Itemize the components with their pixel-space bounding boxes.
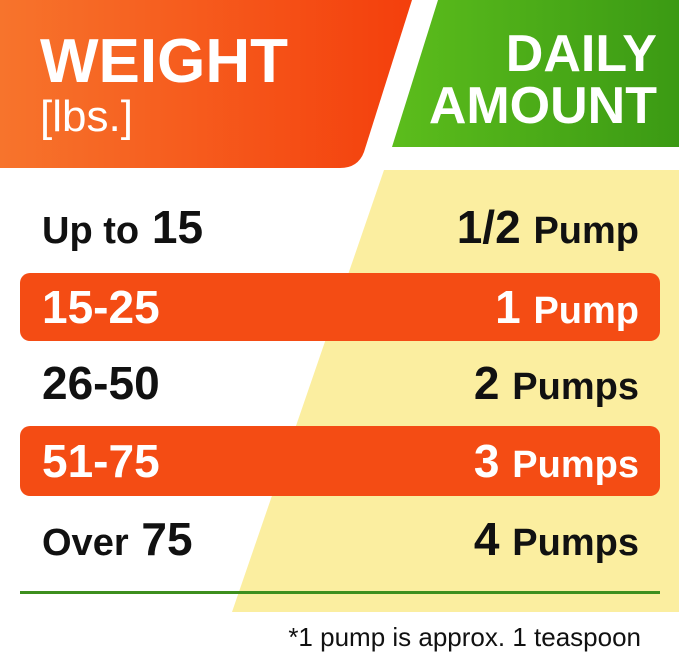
weight-cell-3: 26-50 [42, 356, 160, 410]
weight-header-panel [0, 0, 412, 168]
amount-header-panel [392, 0, 679, 147]
weight-prefix: Over [42, 522, 129, 564]
weight-cell-2: 15-25 [42, 280, 160, 334]
amount-cell-5: 4 Pumps [474, 512, 639, 566]
weight-cell-4: 51-75 [42, 434, 160, 488]
divider-line [20, 591, 660, 594]
weight-cell-1: Up to 15 [42, 200, 203, 254]
row-highlight-4 [20, 426, 660, 496]
weight-value: 51-75 [42, 435, 160, 487]
weight-title: WEIGHT [40, 27, 288, 96]
weight-value: 26-50 [42, 357, 160, 409]
weight-value: 15-25 [42, 281, 160, 333]
footnote: *1 pump is approx. 1 teaspoon [288, 622, 641, 652]
amount-unit: Pump [533, 290, 639, 332]
amount-cell-2: 1 Pump [495, 280, 639, 334]
amount-cell-4: 3 Pumps [474, 434, 639, 488]
amount-title-line1: DAILY [505, 25, 657, 83]
weight-value: 15 [151, 201, 204, 253]
amount-value: 1/2 [456, 201, 521, 253]
amount-cell-3: 2 Pumps [474, 356, 639, 410]
amount-value: 4 [473, 513, 500, 565]
amount-unit: Pumps [512, 366, 639, 408]
weight-cell-5: Over 75 [42, 512, 193, 566]
weight-unit: [lbs.] [40, 92, 133, 141]
amount-value: 3 [473, 435, 500, 487]
amount-unit: Pumps [512, 444, 639, 486]
amount-value: 2 [473, 357, 500, 409]
amount-cell-1: 1/2 Pump [457, 200, 639, 254]
row-highlight-2 [20, 273, 660, 341]
amount-title-line2: AMOUNT [428, 77, 657, 135]
amount-unit: Pump [533, 210, 639, 252]
amount-value: 1 [495, 281, 521, 333]
weight-prefix: Up to [42, 210, 140, 252]
weight-value: 75 [141, 513, 193, 565]
amount-unit: Pumps [512, 522, 639, 564]
